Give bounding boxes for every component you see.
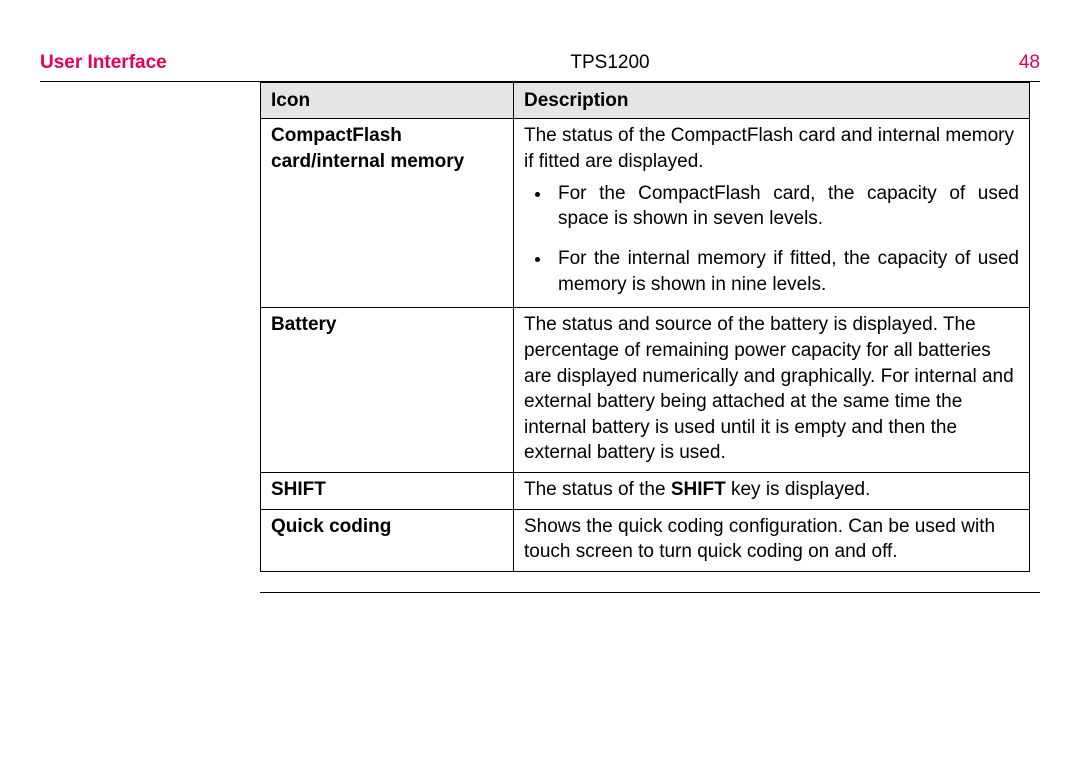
desc-text: The status and source of the battery is … [524,312,1019,466]
col-header-description: Description [514,82,1030,119]
icon-description-table: Icon Description CompactFlash card/inter… [260,82,1030,572]
section-title: User Interface [40,52,240,75]
table-row: SHIFT The status of the SHIFT key is dis… [261,473,1030,510]
desc-cell-compactflash: The status of the CompactFlash card and … [514,119,1030,308]
desc-cell-shift: The status of the SHIFT key is displayed… [514,473,1030,510]
desc-text-pre: The status of the [524,479,671,500]
bullet-item: For the CompactFlash card, the capacity … [552,181,1019,232]
table-header-row: Icon Description [261,82,1030,119]
icon-cell-quick-coding: Quick coding [261,509,514,571]
table-row: CompactFlash card/internal memory The st… [261,119,1030,308]
icon-cell-compactflash: CompactFlash card/internal memory [261,119,514,308]
doc-model: TPS1200 [240,52,980,75]
table-row: Quick coding Shows the quick coding conf… [261,509,1030,571]
table-row: Battery The status and source of the bat… [261,308,1030,473]
desc-cell-battery: The status and source of the battery is … [514,308,1030,473]
desc-cell-quick-coding: Shows the quick coding configuration. Ca… [514,509,1030,571]
desc-text-post: key is displayed. [726,479,871,500]
bottom-rule [260,592,1040,593]
content-area: Icon Description CompactFlash card/inter… [260,82,1040,593]
page-number: 48 [980,52,1040,75]
desc-bullets: For the CompactFlash card, the capacity … [524,181,1019,298]
bullet-item: For the internal memory if fitted, the c… [552,246,1019,297]
icon-cell-shift: SHIFT [261,473,514,510]
running-header: User Interface TPS1200 48 [40,52,1040,82]
desc-text: Shows the quick coding configuration. Ca… [524,514,1019,565]
col-header-icon: Icon [261,82,514,119]
icon-cell-battery: Battery [261,308,514,473]
desc-text: The status of the CompactFlash card and … [524,123,1019,174]
desc-text-bold: SHIFT [671,479,726,500]
page: User Interface TPS1200 48 Icon Descripti… [0,0,1080,593]
